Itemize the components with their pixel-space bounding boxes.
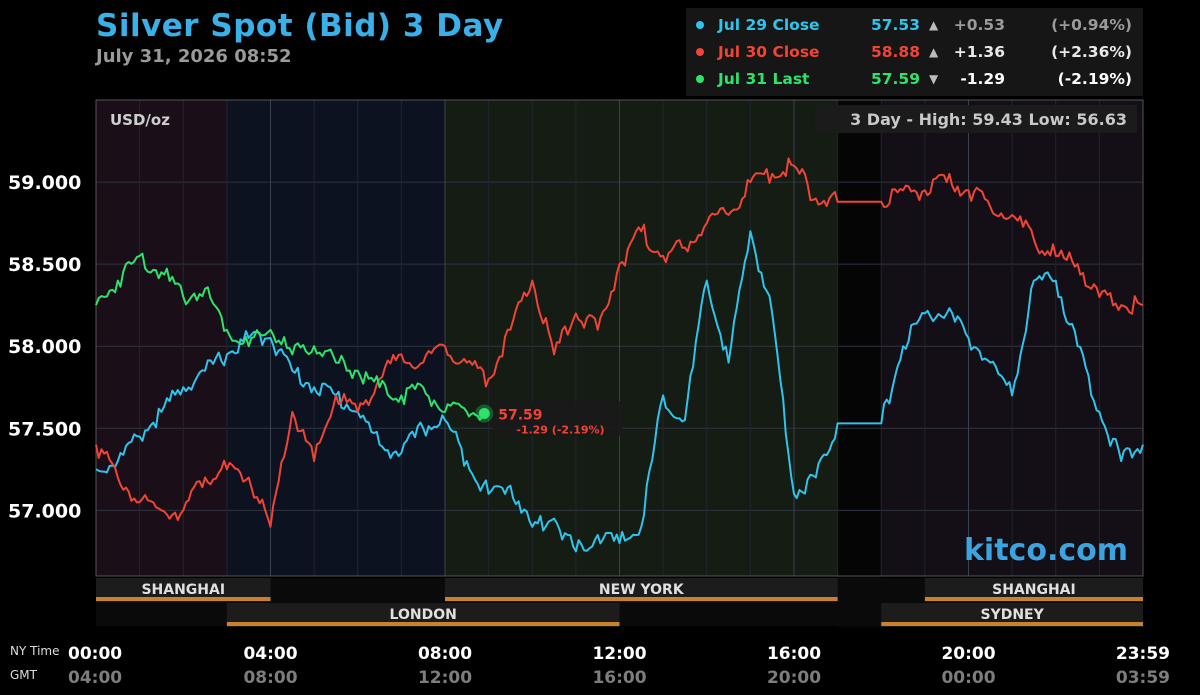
y-tick-label: 57.500 (8, 418, 81, 440)
grid (96, 100, 1143, 576)
chart-timestamp: July 31, 2026 08:52 (96, 46, 292, 67)
series-line-jul30 (95, 157, 1144, 528)
session-tint-asia (96, 100, 227, 576)
y-tick-label: 58.500 (8, 254, 81, 276)
last-price-dot (478, 408, 490, 420)
legend-pct: (+2.36%) (1051, 43, 1132, 61)
legend-change: -1.29 (960, 70, 1005, 88)
range-label-box (815, 105, 1137, 133)
series-line-jul31 (95, 252, 486, 421)
session-tint-newyork (445, 100, 838, 576)
plot-border (95, 99, 1144, 577)
legend-change: +1.36 (953, 43, 1005, 61)
y-tick-label: 59.000 (8, 172, 81, 194)
last-price-box (492, 401, 623, 436)
x-tick-label-gmt: 20:00 (767, 668, 821, 688)
y-tick-label: 58.000 (8, 336, 81, 358)
x-tick-label-gmt: 03:59 (1116, 668, 1170, 688)
legend-row-jul30: Jul 30 Close 58.88 ▲ +1.36 (+2.36%) (686, 41, 1143, 67)
legend-value: 57.53 (870, 16, 920, 34)
x-tick-label-gmt: 12:00 (418, 668, 472, 688)
legend-value: 57.59 (870, 70, 920, 88)
session-bar-line (924, 597, 1143, 601)
last-price-label: 57.59 (498, 408, 542, 424)
x-tick-label-gmt: 08:00 (243, 668, 297, 688)
market-closed-gap (837, 100, 882, 628)
gmt-row-label: GMT (10, 668, 38, 682)
legend: Jul 29 Close 57.53 ▲ +0.53 (+0.94%) Jul … (686, 8, 1143, 96)
x-tick-label-gmt: 00:00 (941, 668, 995, 688)
last-price-change-label: -1.29 (-2.19%) (516, 424, 604, 437)
session-bar-line (226, 622, 620, 626)
session-label-new-york: NEW YORK (599, 582, 685, 598)
up-arrow-icon: ▲ (929, 18, 939, 32)
legend-pct: (+0.94%) (1051, 16, 1132, 34)
down-arrow-icon: ▼ (929, 72, 939, 86)
legend-row-jul31: Jul 31 Last 57.59 ▼ -1.29 (-2.19%) (686, 68, 1143, 94)
x-tick-label-ny: 20:00 (941, 644, 995, 664)
session-label-sydney: SYDNEY (980, 607, 1044, 623)
x-tick-label-ny: 16:00 (767, 644, 821, 664)
session-bar-line (881, 622, 1143, 626)
session-bar-line (445, 597, 838, 601)
legend-name: Jul 31 Last (718, 70, 810, 88)
x-tick-label-ny: 00:00 (68, 644, 122, 664)
session-tint-london (226, 100, 445, 576)
session-label-shanghai: SHANGHAI (992, 582, 1076, 598)
series-line-jul29 (95, 230, 1144, 553)
up-arrow-icon: ▲ (929, 45, 939, 59)
x-tick-label-ny: 04:00 (243, 644, 297, 664)
x-tick-label-ny: 12:00 (592, 644, 646, 664)
legend-dot-jul30 (696, 48, 704, 56)
x-tick-label-gmt: 16:00 (592, 668, 646, 688)
kitco-watermark: kitco.com (964, 533, 1128, 568)
legend-dot-jul29 (696, 21, 704, 29)
range-high-low-label: 3 Day - High: 59.43 Low: 56.63 (850, 110, 1127, 129)
session-bar-line (96, 597, 271, 601)
legend-dot-jul31 (696, 75, 704, 83)
y-axis-unit-label: USD/oz (110, 111, 170, 129)
session-label-london: LONDON (390, 607, 457, 623)
chart-title: Silver Spot (Bid) 3 Day (96, 8, 504, 44)
legend-name: Jul 30 Close (718, 43, 820, 61)
legend-pct: (-2.19%) (1057, 70, 1132, 88)
ny-time-row-label: NY Time (10, 644, 60, 658)
y-tick-label: 57.000 (8, 500, 81, 522)
legend-name: Jul 29 Close (718, 16, 820, 34)
legend-row-jul29: Jul 29 Close 57.53 ▲ +0.53 (+0.94%) (686, 14, 1143, 40)
legend-change: +0.53 (953, 16, 1005, 34)
session-label-shanghai: SHANGHAI (141, 582, 225, 598)
x-tick-label-gmt: 04:00 (68, 668, 122, 688)
x-tick-label-ny: 08:00 (418, 644, 472, 664)
legend-value: 58.88 (870, 43, 920, 61)
x-tick-label-ny: 23:59 (1116, 644, 1170, 664)
